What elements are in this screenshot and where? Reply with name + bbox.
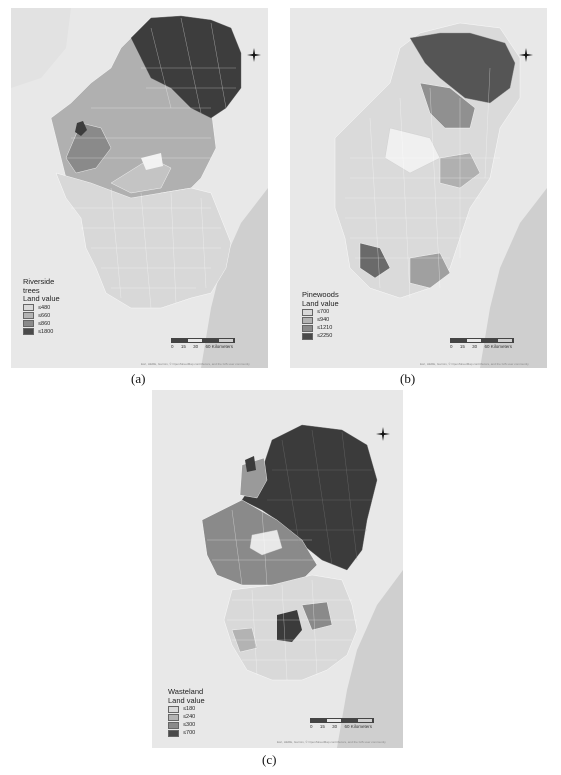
legend-item: ≤300	[168, 721, 205, 729]
legend-item: ≤480	[23, 304, 60, 312]
map-attribution: Esri, HERE, Garmin, © OpenStreetMap cont…	[277, 740, 386, 744]
legend-item: ≤700	[302, 308, 339, 316]
north-arrow-icon	[376, 427, 390, 441]
north-arrow-icon	[247, 48, 261, 62]
north-arrow-icon	[519, 48, 533, 62]
legend-title-line: Pinewoods	[302, 290, 339, 299]
legend-title-line: Land value	[23, 294, 60, 303]
legend-item: ≤1210	[302, 324, 339, 332]
legend-swatch	[168, 729, 179, 737]
legend-item: ≤940	[302, 316, 339, 324]
sea	[201, 188, 268, 368]
region-south-low	[55, 172, 232, 309]
legend-swatch	[302, 308, 313, 316]
legend-swatch	[23, 304, 34, 311]
legend-title-line: trees	[23, 285, 40, 295]
legend-title-line: Land value	[168, 695, 205, 705]
caption-b: (b)	[400, 371, 416, 386]
legend-item: ≤660	[23, 312, 60, 320]
legend-item: ≤240	[168, 713, 205, 721]
region-south-cluster	[359, 242, 391, 279]
map-attribution: Esri, HERE, Garmin, © OpenStreetMap cont…	[141, 362, 250, 366]
legend-title-line: Wasteland	[168, 687, 204, 696]
region-south-high	[277, 610, 302, 642]
legend-swatch	[23, 320, 34, 327]
choropleth-map-c	[201, 424, 403, 748]
legend-item: ≤2250	[302, 332, 339, 340]
map-panel-c: Wasteland Land value ≤180 ≤240 ≤300 ≤700…	[152, 390, 403, 748]
region-north-high	[130, 15, 242, 119]
scale-bar: 0 15 30 60 Kilometers	[171, 338, 235, 349]
scale-bar: 0 15 30 60 Kilometers	[310, 718, 374, 729]
legend-c: Wasteland Land value ≤180 ≤240 ≤300 ≤700	[168, 687, 205, 737]
legend-swatch	[168, 705, 179, 713]
legend-swatch	[168, 721, 179, 729]
legend-swatch	[302, 316, 313, 324]
map-panel-b: Pinewoods Land value ≤700 ≤940 ≤1210 ≤22…	[290, 8, 547, 368]
legend-swatch	[168, 713, 179, 721]
choropleth-map-a	[11, 8, 268, 368]
legend-swatch	[23, 328, 34, 335]
map-panel-a: Riverside trees Land value ≤480 ≤660 ≤86…	[11, 8, 268, 368]
legend-swatch	[23, 312, 34, 319]
sea	[337, 570, 403, 748]
sea	[480, 188, 547, 368]
caption-c: (c)	[262, 752, 277, 767]
scale-bar: 0 15 30 60 Kilometers	[450, 338, 514, 349]
legend-item: ≤860	[23, 320, 60, 328]
legend-swatch	[302, 332, 313, 340]
map-attribution: Esri, HERE, Garmin, © OpenStreetMap cont…	[420, 362, 529, 366]
region-north-high	[409, 32, 516, 104]
legend-item: ≤1800	[23, 328, 60, 336]
caption-a: (a)	[131, 371, 146, 386]
legend-item: ≤700	[168, 729, 205, 737]
legend-b: Pinewoods Land value ≤700 ≤940 ≤1210 ≤22…	[302, 290, 339, 340]
legend-a: Riverside trees Land value ≤480 ≤660 ≤86…	[23, 277, 60, 336]
legend-title-line: Riverside	[23, 277, 55, 286]
legend-title-line: Land value	[302, 298, 339, 308]
legend-item: ≤180	[168, 705, 205, 713]
choropleth-map-b	[334, 22, 547, 368]
legend-swatch	[302, 324, 313, 332]
